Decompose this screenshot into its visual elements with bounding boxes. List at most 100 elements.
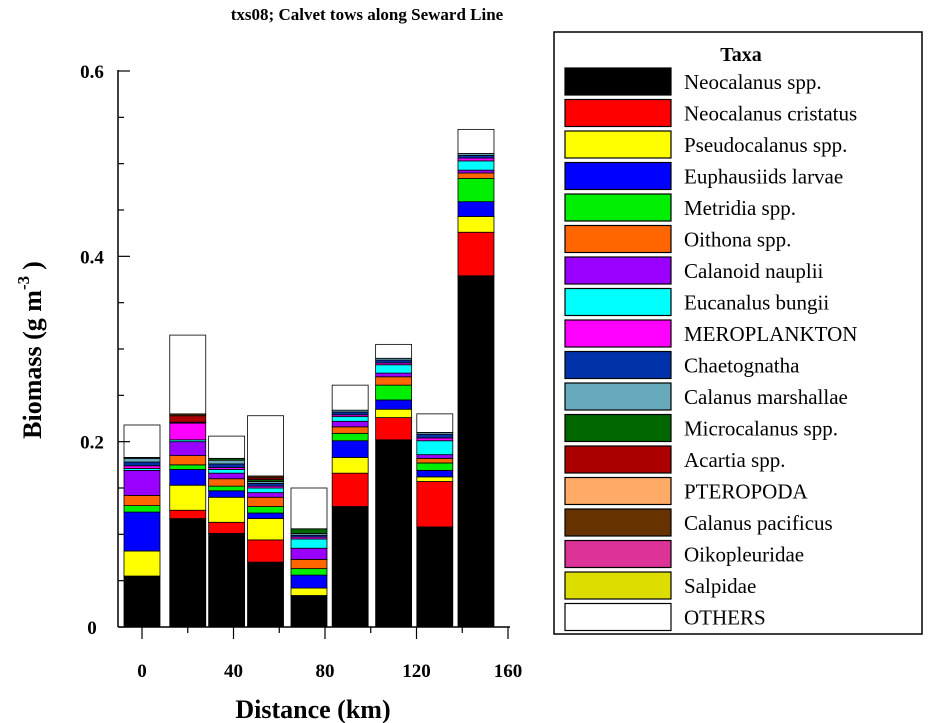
bar-segment-calanoid-nauplii — [169, 441, 207, 456]
y-axis-title: Biomass (g m-3) — [14, 261, 47, 439]
legend-swatch-salpidae — [564, 571, 672, 600]
bar-segment-metridia-spp — [457, 178, 495, 203]
legend-swatch-meroplankton — [564, 319, 672, 348]
x-tick-label: 160 — [494, 661, 523, 682]
legend-item: Calanus pacificus — [564, 508, 833, 537]
y-axis-title-close: ) — [18, 261, 47, 270]
legend-item: Neocalanus cristatus — [564, 98, 857, 128]
bar-segment-neocalanus-spp — [331, 506, 369, 628]
legend-label: Acartia spp. — [684, 448, 785, 472]
legend-item: Chaetognatha — [564, 350, 800, 380]
legend-label: Neocalanus cristatus — [684, 102, 857, 126]
y-tick-label: 0.6 — [80, 62, 104, 83]
legend-item: Salpidae — [564, 571, 756, 600]
bar-segment-euphausiids-larvae — [208, 490, 246, 498]
legend-label: OTHERS — [684, 606, 766, 630]
bar-stack — [290, 487, 328, 628]
bar-segment-eucanalus-bungii — [416, 440, 454, 456]
bar-segment-oithona-spp — [169, 455, 207, 466]
bar-segment-chaetognatha — [331, 411, 369, 416]
legend-swatch-oithona-spp — [564, 224, 672, 254]
bar-segment-others — [375, 343, 413, 359]
y-axis-title-main: Biomass (g m — [18, 290, 47, 439]
bar-segment-meroplankton — [457, 157, 495, 162]
legend-label: Calanoid nauplii — [684, 259, 824, 283]
bar-segment-others — [247, 415, 284, 477]
bar-segment-neocalanus-cristatus — [208, 521, 246, 534]
legend-swatch-metridia-spp — [564, 193, 672, 222]
legend-items: Neocalanus spp. Neocalanus cristatus Pseud… — [564, 67, 857, 632]
legend-swatch-pteropoda — [564, 476, 672, 506]
bar-segment-neocalanus-spp — [375, 439, 413, 628]
bar-segment-others — [208, 435, 246, 459]
bar-stack — [208, 435, 246, 628]
bar-segment-chaetognatha — [457, 154, 495, 159]
bar-segment-chaetognatha — [416, 433, 454, 439]
legend-label: Neocalanus spp. — [684, 70, 822, 94]
bar-segment-calanoid-nauplii — [457, 169, 495, 174]
bar-segment-oithona-spp — [457, 172, 495, 179]
legend-swatch-acartia-spp — [564, 445, 672, 474]
bar-segment-eucanalus-bungii — [375, 364, 413, 374]
bar-segment-neocalanus-cristatus — [416, 481, 454, 528]
bar-segment-calanoid-nauplii — [290, 547, 328, 560]
bar-segment-metridia-spp — [123, 505, 161, 513]
legend-swatch-neocalanus-spp — [564, 67, 672, 96]
legend-label: Calanus marshallae — [684, 385, 848, 409]
legend-label: Calanus pacificus — [684, 511, 833, 535]
legend-label: Metridia spp. — [684, 196, 796, 220]
bar-segment-neocalanus-cristatus — [247, 539, 284, 563]
bar-segment-pseudocalanus-spp — [375, 408, 413, 418]
bar-segment-metridia-spp — [375, 384, 413, 401]
bar-segment-calanoid-nauplii — [416, 454, 454, 459]
bar-segment-euphausiids-larvae — [247, 512, 284, 519]
bar-segment-meroplankton — [169, 422, 207, 441]
legend-label: Eucanalus bungii — [684, 291, 829, 315]
legend-item: Eucanalus bungii — [564, 287, 829, 317]
bar-segment-neocalanus-spp — [169, 518, 207, 628]
legend-item: Calanus marshallae — [564, 382, 848, 411]
legend-label: MEROPLANKTON — [684, 322, 857, 346]
bar-segment-calanoid-nauplii — [375, 372, 413, 378]
tick-labels: 0 0.2 0.4 0.6 0 40 80 120 160 — [80, 62, 522, 682]
y-axis-title-exponent: -3 — [14, 276, 33, 290]
bar-segment-eucanalus-bungii — [290, 538, 328, 549]
bar-stack — [247, 415, 284, 628]
y-tick-label: 0.2 — [80, 433, 104, 454]
legend-item: Acartia spp. — [564, 445, 785, 474]
legend-swatch-calanus-pacificus — [564, 508, 672, 537]
legend-swatch-microcalanus-spp — [564, 413, 672, 443]
bar-segment-neocalanus-cristatus — [331, 472, 369, 507]
legend-label: Salpidae — [684, 574, 756, 598]
bar-segment-others — [416, 413, 454, 433]
legend-swatch-chaetognatha — [564, 350, 672, 380]
legend-item: Microcalanus spp. — [564, 413, 838, 443]
bar-segment-pseudocalanus-spp — [169, 484, 207, 511]
bar-segment-calanus-marshallae — [208, 459, 246, 465]
legend-item: Neocalanus spp. — [564, 67, 822, 96]
legend: Taxa Neocalanus spp. Neocalanus cristatus… — [553, 31, 923, 635]
x-axis-title: Distance (km) — [235, 695, 390, 723]
bar-segment-eucanalus-bungii — [331, 416, 369, 422]
bar-segment-euphausiids-larvae — [416, 469, 454, 478]
legend-item: MEROPLANKTON — [564, 319, 857, 348]
bar-segment-neocalanus-cristatus — [169, 509, 207, 519]
bar-segment-calanoid-nauplii — [208, 472, 246, 480]
y-tick-label: 0 — [87, 618, 97, 639]
bar-segment-others — [457, 128, 495, 154]
bar-segment-metridia-spp — [290, 568, 328, 576]
bar-stack — [416, 413, 454, 628]
legend-label: Oikopleuridae — [684, 543, 804, 567]
legend-swatch-calanoid-nauplii — [564, 256, 672, 285]
chart-title: txs08; Calvet tows along Seward Line — [231, 5, 504, 24]
bar-segment-eucanalus-bungii — [247, 487, 284, 494]
legend-item: Euphausiids larvae — [564, 161, 843, 191]
bar-segment-microcalanus-spp — [290, 528, 328, 534]
bar-segment-neocalanus-cristatus — [375, 417, 413, 441]
bar-segment-others — [290, 487, 328, 530]
bar-segment-oithona-spp — [247, 496, 284, 507]
bar-segment-chaetognatha — [123, 461, 161, 467]
bar-segment-oithona-spp — [375, 376, 413, 386]
bar-segment-metridia-spp — [208, 485, 246, 492]
